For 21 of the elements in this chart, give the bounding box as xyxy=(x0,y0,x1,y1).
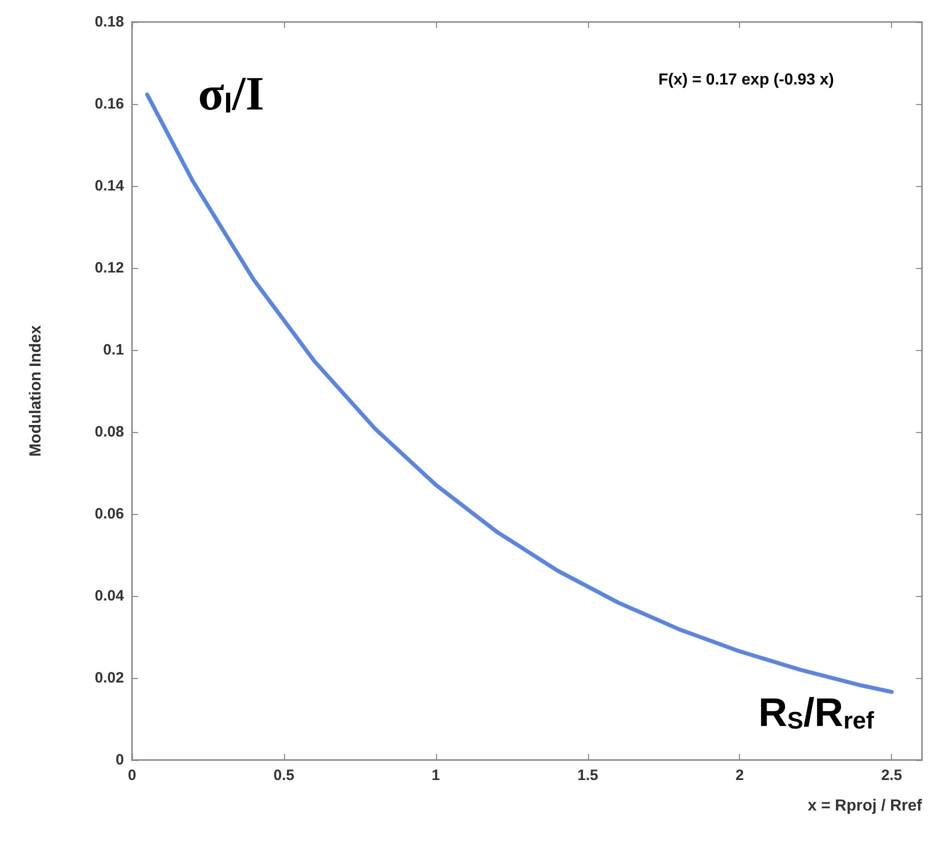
y-tick-label: 0.08 xyxy=(94,424,124,440)
y-tick-label: 0.12 xyxy=(94,260,124,276)
y-tick-label: 0.1 xyxy=(103,342,124,358)
annotation: F(x) = 0.17 exp (-0.93 x) xyxy=(658,72,834,88)
y-tick-label: 0.06 xyxy=(94,506,124,522)
y-axis-title: Modulation Index xyxy=(28,325,44,457)
y-tick-label: 0.18 xyxy=(94,14,124,30)
x-tick-label: 1.5 xyxy=(577,767,598,784)
x-tick-label: 2.5 xyxy=(881,767,902,784)
annotation: σI/I xyxy=(198,68,264,120)
x-tick-label: 0 xyxy=(128,767,136,784)
x-tick-label: 1 xyxy=(432,767,440,784)
x-tick-label: 0.5 xyxy=(273,767,294,784)
y-tick-label: 0.16 xyxy=(94,96,124,112)
x-tick-label: 2 xyxy=(736,767,744,784)
y-tick-label: 0.14 xyxy=(94,178,125,194)
x-axis-title: x = Rproj / Rref xyxy=(808,798,923,814)
y-tick-label: 0 xyxy=(116,752,124,768)
annotation: RS/Rref xyxy=(758,691,876,735)
y-tick-label: 0.02 xyxy=(94,670,124,686)
y-tick-label: 0.04 xyxy=(94,588,125,604)
